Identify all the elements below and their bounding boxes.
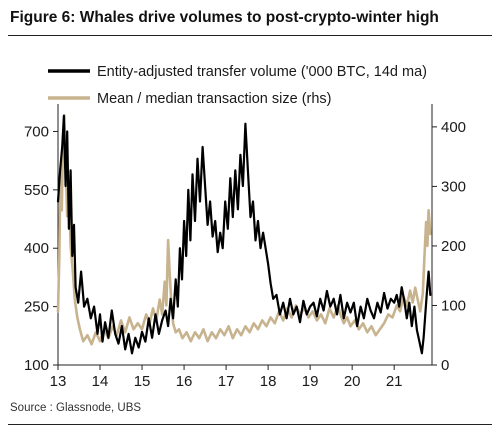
x-tick-label: 17 [218, 373, 235, 390]
series-line-transaction-size [56, 113, 432, 346]
x-tick-label: 14 [92, 373, 109, 390]
x-tick-label: 18 [260, 373, 277, 390]
x-tick-label: 13 [50, 373, 67, 390]
y-right-tick-label: 400 [441, 119, 466, 136]
y-left-tick-label: 400 [24, 240, 49, 257]
y-right-tick-label: 0 [441, 357, 449, 374]
x-tick-label: 20 [344, 373, 361, 390]
y-right-tick-label: 300 [441, 178, 466, 195]
y-left-tick-label: 250 [24, 299, 49, 316]
legend-label-transfer-volume: Entity-adjusted transfer volume ('000 BT… [97, 64, 427, 80]
legend-label-transaction-size: Mean / median transaction size (rhs) [97, 91, 332, 107]
bottom-divider [8, 424, 492, 425]
title-divider [8, 35, 492, 36]
axes: 100 250 400 550 700 0 100 200 300 400 13 14 15 16 17 18… [24, 104, 466, 390]
x-tick-label: 19 [302, 373, 319, 390]
series-lines [56, 113, 432, 355]
line-chart: Entity-adjusted transfer volume ('000 BT… [24, 64, 466, 390]
x-tick-label: 15 [134, 373, 151, 390]
x-tick-label: 21 [386, 373, 403, 390]
chart-title: Figure 6: Whales drive volumes to post-c… [10, 9, 439, 26]
legend: Entity-adjusted transfer volume ('000 BT… [48, 64, 427, 107]
y-right-tick-label: 200 [441, 238, 466, 255]
y-left-tick-label: 700 [24, 123, 49, 140]
y-right-tick-label: 100 [441, 297, 466, 314]
series-line-transfer-volume [56, 114, 432, 355]
y-left-tick-label: 100 [24, 357, 49, 374]
x-tick-label: 16 [176, 373, 193, 390]
y-left-tick-label: 550 [24, 182, 49, 199]
source-note: Source : Glassnode, UBS [10, 402, 142, 414]
